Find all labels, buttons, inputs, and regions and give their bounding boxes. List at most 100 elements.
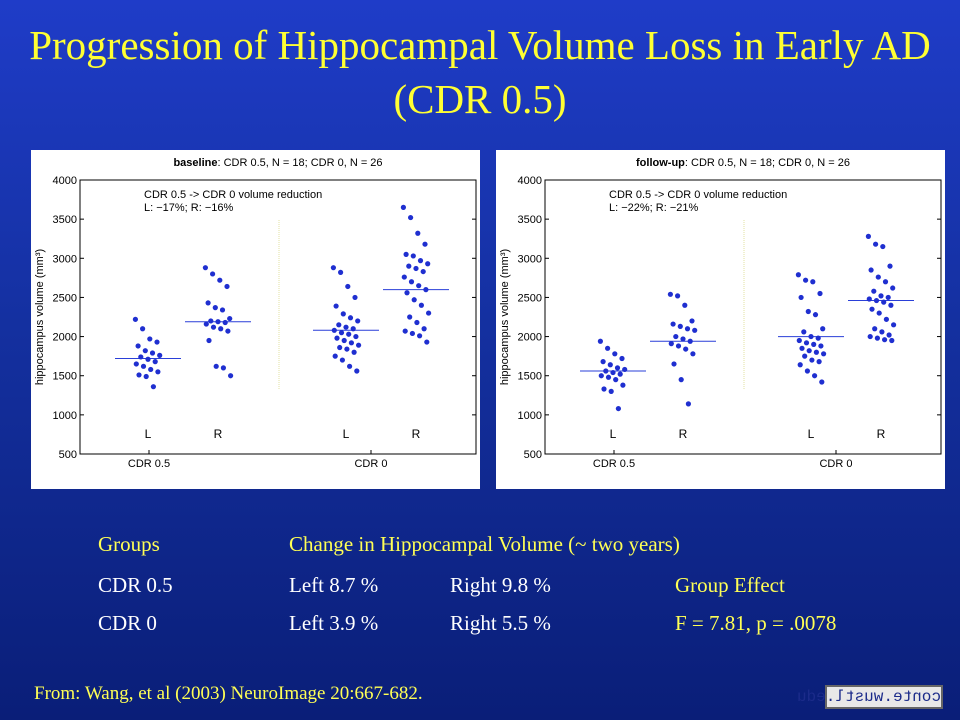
data-point bbox=[690, 351, 696, 357]
data-point bbox=[867, 333, 873, 340]
data-point bbox=[152, 359, 158, 365]
data-point bbox=[610, 369, 616, 376]
data-point bbox=[805, 308, 811, 315]
data-point bbox=[881, 299, 887, 305]
y-axis-label: hippocampus volume (mm³) bbox=[34, 249, 46, 385]
data-point bbox=[336, 322, 342, 328]
data-point bbox=[215, 319, 221, 325]
data-point bbox=[210, 271, 216, 277]
data-point bbox=[350, 326, 356, 332]
data-point bbox=[408, 279, 415, 285]
data-point bbox=[400, 204, 406, 210]
chart-title-rest: : CDR 0.5, N = 18; CDR 0, N = 26 bbox=[217, 157, 382, 169]
side-label-l: L bbox=[808, 427, 815, 441]
data-point bbox=[227, 315, 233, 322]
data-point bbox=[145, 356, 151, 362]
side-label-r: R bbox=[877, 427, 886, 441]
baseline-scatter-chart: baseline: CDR 0.5, N = 18; CDR 0, N = 26… bbox=[34, 157, 477, 470]
y-tick-label: 2500 bbox=[518, 292, 542, 304]
data-point bbox=[675, 343, 682, 349]
data-point bbox=[353, 333, 359, 340]
table-row-2-group: CDR 0 bbox=[98, 611, 157, 635]
data-point bbox=[617, 371, 623, 377]
data-point bbox=[886, 332, 892, 338]
data-point bbox=[685, 401, 691, 407]
data-point bbox=[330, 265, 336, 271]
data-point bbox=[797, 362, 803, 368]
data-point bbox=[880, 243, 886, 250]
data-point bbox=[687, 338, 693, 344]
y-axis-label: hippocampus volume (mm³) bbox=[499, 249, 511, 385]
table-row-1-left: Left 8.7 % bbox=[289, 573, 379, 597]
y-tick-label: 2500 bbox=[53, 292, 77, 304]
table-row-1-group: CDR 0.5 bbox=[98, 573, 173, 597]
data-point bbox=[415, 230, 421, 236]
data-point bbox=[347, 363, 353, 369]
data-point bbox=[351, 349, 357, 355]
source-citation: From: Wang, et al (2003) NeuroImage 20:6… bbox=[34, 683, 423, 704]
data-point bbox=[819, 379, 825, 385]
data-point bbox=[408, 214, 414, 221]
data-point bbox=[418, 302, 424, 308]
data-point bbox=[817, 290, 823, 297]
data-point bbox=[140, 326, 146, 332]
data-point bbox=[409, 330, 415, 337]
data-point bbox=[425, 261, 431, 267]
data-point bbox=[813, 349, 819, 355]
data-point bbox=[890, 285, 896, 291]
data-point bbox=[341, 337, 347, 344]
x-group-label: CDR 0.5 bbox=[593, 458, 635, 470]
data-point bbox=[670, 321, 676, 327]
data-point bbox=[677, 323, 683, 329]
data-point bbox=[410, 253, 416, 259]
data-point bbox=[808, 333, 814, 340]
data-point bbox=[346, 331, 352, 337]
data-point bbox=[612, 351, 618, 357]
data-point bbox=[401, 274, 407, 280]
data-point bbox=[154, 339, 160, 345]
data-point bbox=[605, 345, 611, 351]
data-point bbox=[869, 306, 875, 312]
data-point bbox=[352, 294, 358, 301]
slide-title: Progression of Hippocampal Volume Loss i… bbox=[29, 22, 931, 122]
data-point bbox=[798, 294, 804, 301]
data-point bbox=[203, 321, 209, 327]
data-point bbox=[675, 293, 681, 299]
data-point bbox=[220, 365, 226, 371]
data-point bbox=[820, 326, 826, 332]
data-point bbox=[416, 283, 422, 289]
y-tick-label: 3500 bbox=[518, 214, 542, 226]
data-point bbox=[871, 288, 877, 294]
data-point bbox=[678, 377, 684, 383]
y-tick-label: 3000 bbox=[518, 253, 542, 265]
data-point bbox=[413, 265, 419, 272]
side-label-r: R bbox=[214, 427, 223, 441]
data-point bbox=[873, 297, 880, 304]
data-point bbox=[333, 303, 339, 309]
data-point bbox=[891, 322, 897, 328]
data-point bbox=[806, 348, 812, 354]
data-point bbox=[407, 314, 413, 320]
chart-title-rest: : CDR 0.5, N = 18; CDR 0, N = 26 bbox=[685, 157, 850, 169]
data-point bbox=[213, 363, 219, 369]
y-tick-label: 1500 bbox=[518, 371, 542, 383]
data-point bbox=[338, 269, 344, 275]
data-point bbox=[879, 329, 885, 335]
side-label-r: R bbox=[679, 427, 688, 441]
annotation-line-2: L: −22%; R: −21% bbox=[609, 202, 698, 214]
data-point bbox=[343, 324, 349, 330]
data-point bbox=[873, 241, 879, 247]
data-point bbox=[802, 353, 808, 359]
data-point bbox=[878, 293, 884, 299]
data-point bbox=[680, 336, 686, 342]
data-point bbox=[692, 327, 698, 333]
y-tick-label: 1500 bbox=[53, 371, 77, 383]
data-point bbox=[803, 340, 810, 346]
x-group-label: CDR 0 bbox=[354, 458, 387, 470]
data-point bbox=[865, 233, 871, 239]
data-point bbox=[339, 357, 345, 363]
data-point bbox=[334, 335, 340, 341]
data-point bbox=[815, 335, 821, 341]
data-point bbox=[883, 316, 889, 322]
data-point bbox=[142, 348, 148, 354]
